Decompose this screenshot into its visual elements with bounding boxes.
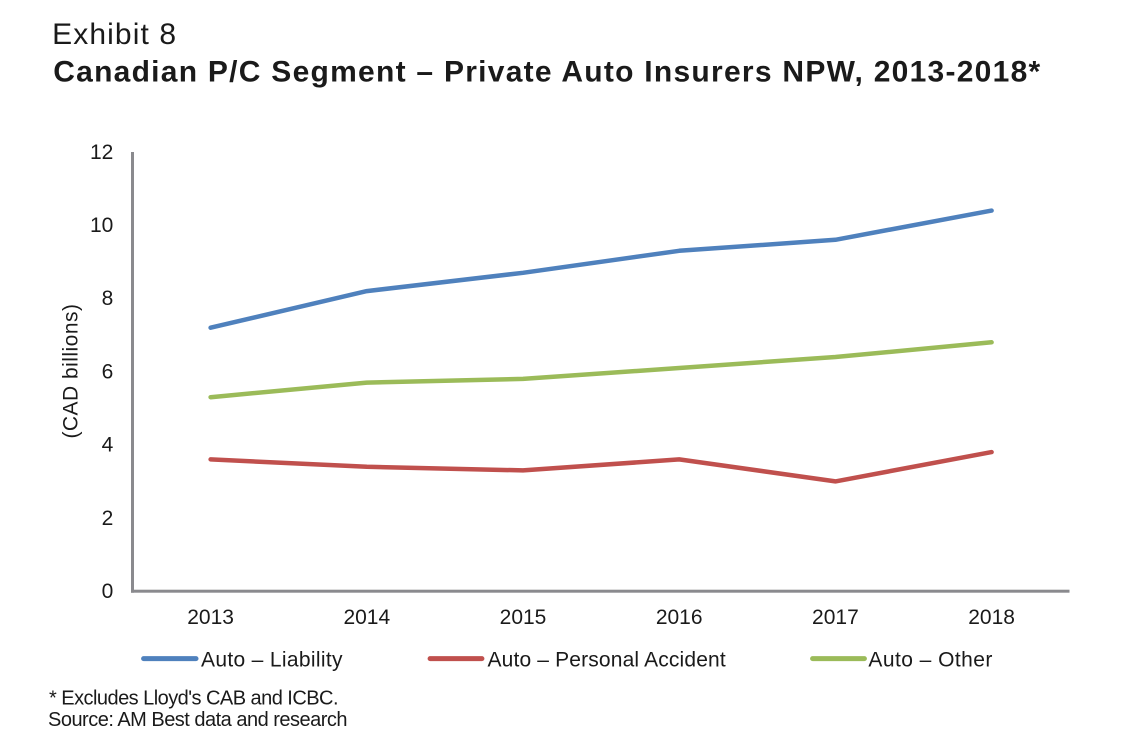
- svg-text:2017: 2017: [812, 606, 859, 629]
- svg-text:Source: AM Best data and resea: Source: AM Best data and research: [48, 709, 348, 731]
- svg-text:10: 10: [90, 214, 113, 237]
- svg-text:6: 6: [102, 360, 114, 383]
- svg-text:12: 12: [90, 141, 113, 164]
- svg-text:2018: 2018: [968, 606, 1015, 629]
- svg-text:4: 4: [102, 434, 114, 457]
- svg-text:2015: 2015: [500, 606, 547, 629]
- svg-text:* Excludes Lloyd's CAB and ICB: * Excludes Lloyd's CAB and ICBC.: [49, 687, 339, 709]
- svg-text:(CAD billions): (CAD billions): [60, 304, 83, 439]
- svg-text:0: 0: [102, 580, 114, 603]
- svg-text:Auto – Other: Auto – Other: [868, 648, 992, 671]
- svg-text:Exhibit 8: Exhibit 8: [52, 18, 176, 51]
- svg-text:Auto – Personal Accident: Auto – Personal Accident: [488, 648, 726, 671]
- svg-text:2013: 2013: [187, 606, 234, 629]
- svg-text:8: 8: [102, 287, 114, 310]
- svg-text:2016: 2016: [656, 606, 703, 629]
- svg-text:2: 2: [102, 507, 114, 530]
- svg-text:2014: 2014: [343, 606, 390, 629]
- svg-text:Canadian P/C Segment – Private: Canadian P/C Segment – Private Auto Insu…: [53, 55, 1040, 88]
- svg-text:Auto – Liability: Auto – Liability: [201, 648, 343, 671]
